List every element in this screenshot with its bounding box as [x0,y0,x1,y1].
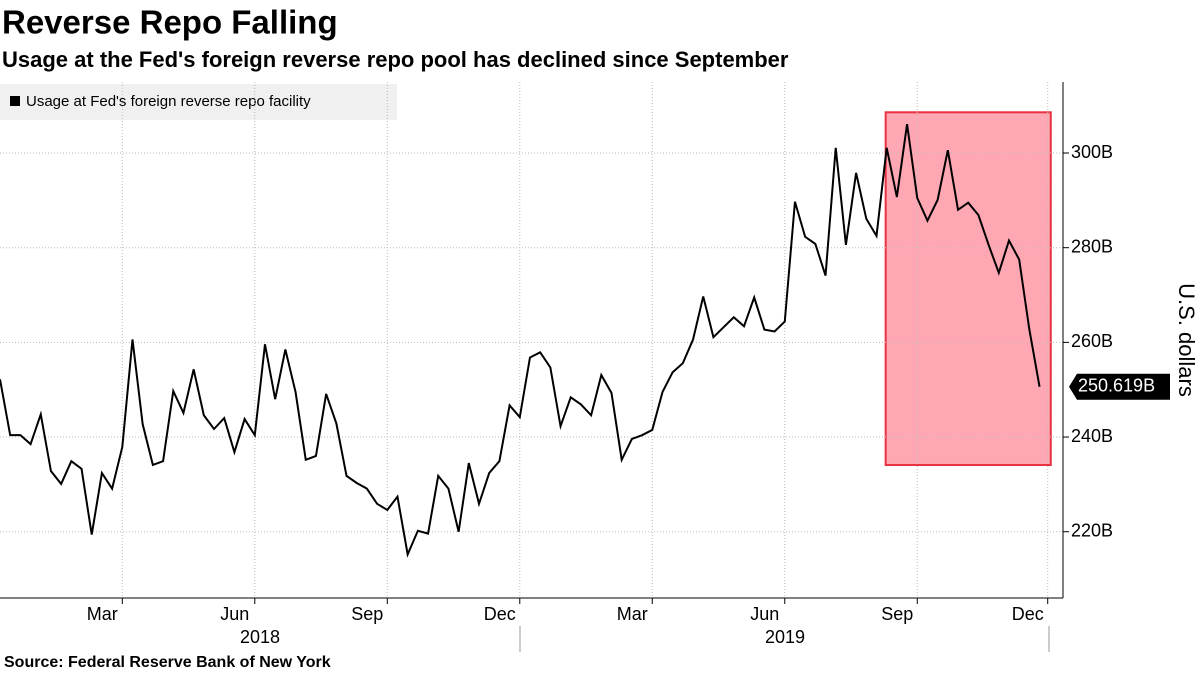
highlight-box [884,111,1052,466]
x-tick-label: Sep [881,604,913,624]
chart-subtitle: Usage at the Fed's foreign reverse repo … [2,47,789,72]
chart-title: Reverse Repo Falling [2,4,338,41]
y-tick-label: 220B [1071,520,1113,540]
y-axis-label: U.S. dollars [1174,283,1199,397]
x-year-label: 2018 [240,627,280,647]
legend-box [0,84,397,120]
last-value-box [1069,373,1170,400]
y-tick-label: 300B [1071,142,1113,162]
x-tick-label: Jun [750,604,779,624]
x-tick-label: Dec [484,604,516,624]
x-tick-label: Mar [87,604,118,624]
legend-swatch [10,96,20,106]
source: Source: Federal Reserve Bank of New York [4,654,331,671]
x-tick-label: Jun [220,604,249,624]
x-year-label: 2019 [765,627,805,647]
y-tick-label: 280B [1071,236,1113,256]
x-tick-label: Sep [351,604,383,624]
line-series [0,123,1041,558]
x-tick-label: Mar [617,604,648,624]
legend-label: Usage at Fed's foreign reverse repo faci… [26,93,311,110]
last-value-label: 250.619B [1078,376,1155,396]
x-tick-label: Dec [1012,604,1044,624]
y-tick-label: 240B [1071,426,1113,446]
y-tick-label: 260B [1071,331,1113,351]
